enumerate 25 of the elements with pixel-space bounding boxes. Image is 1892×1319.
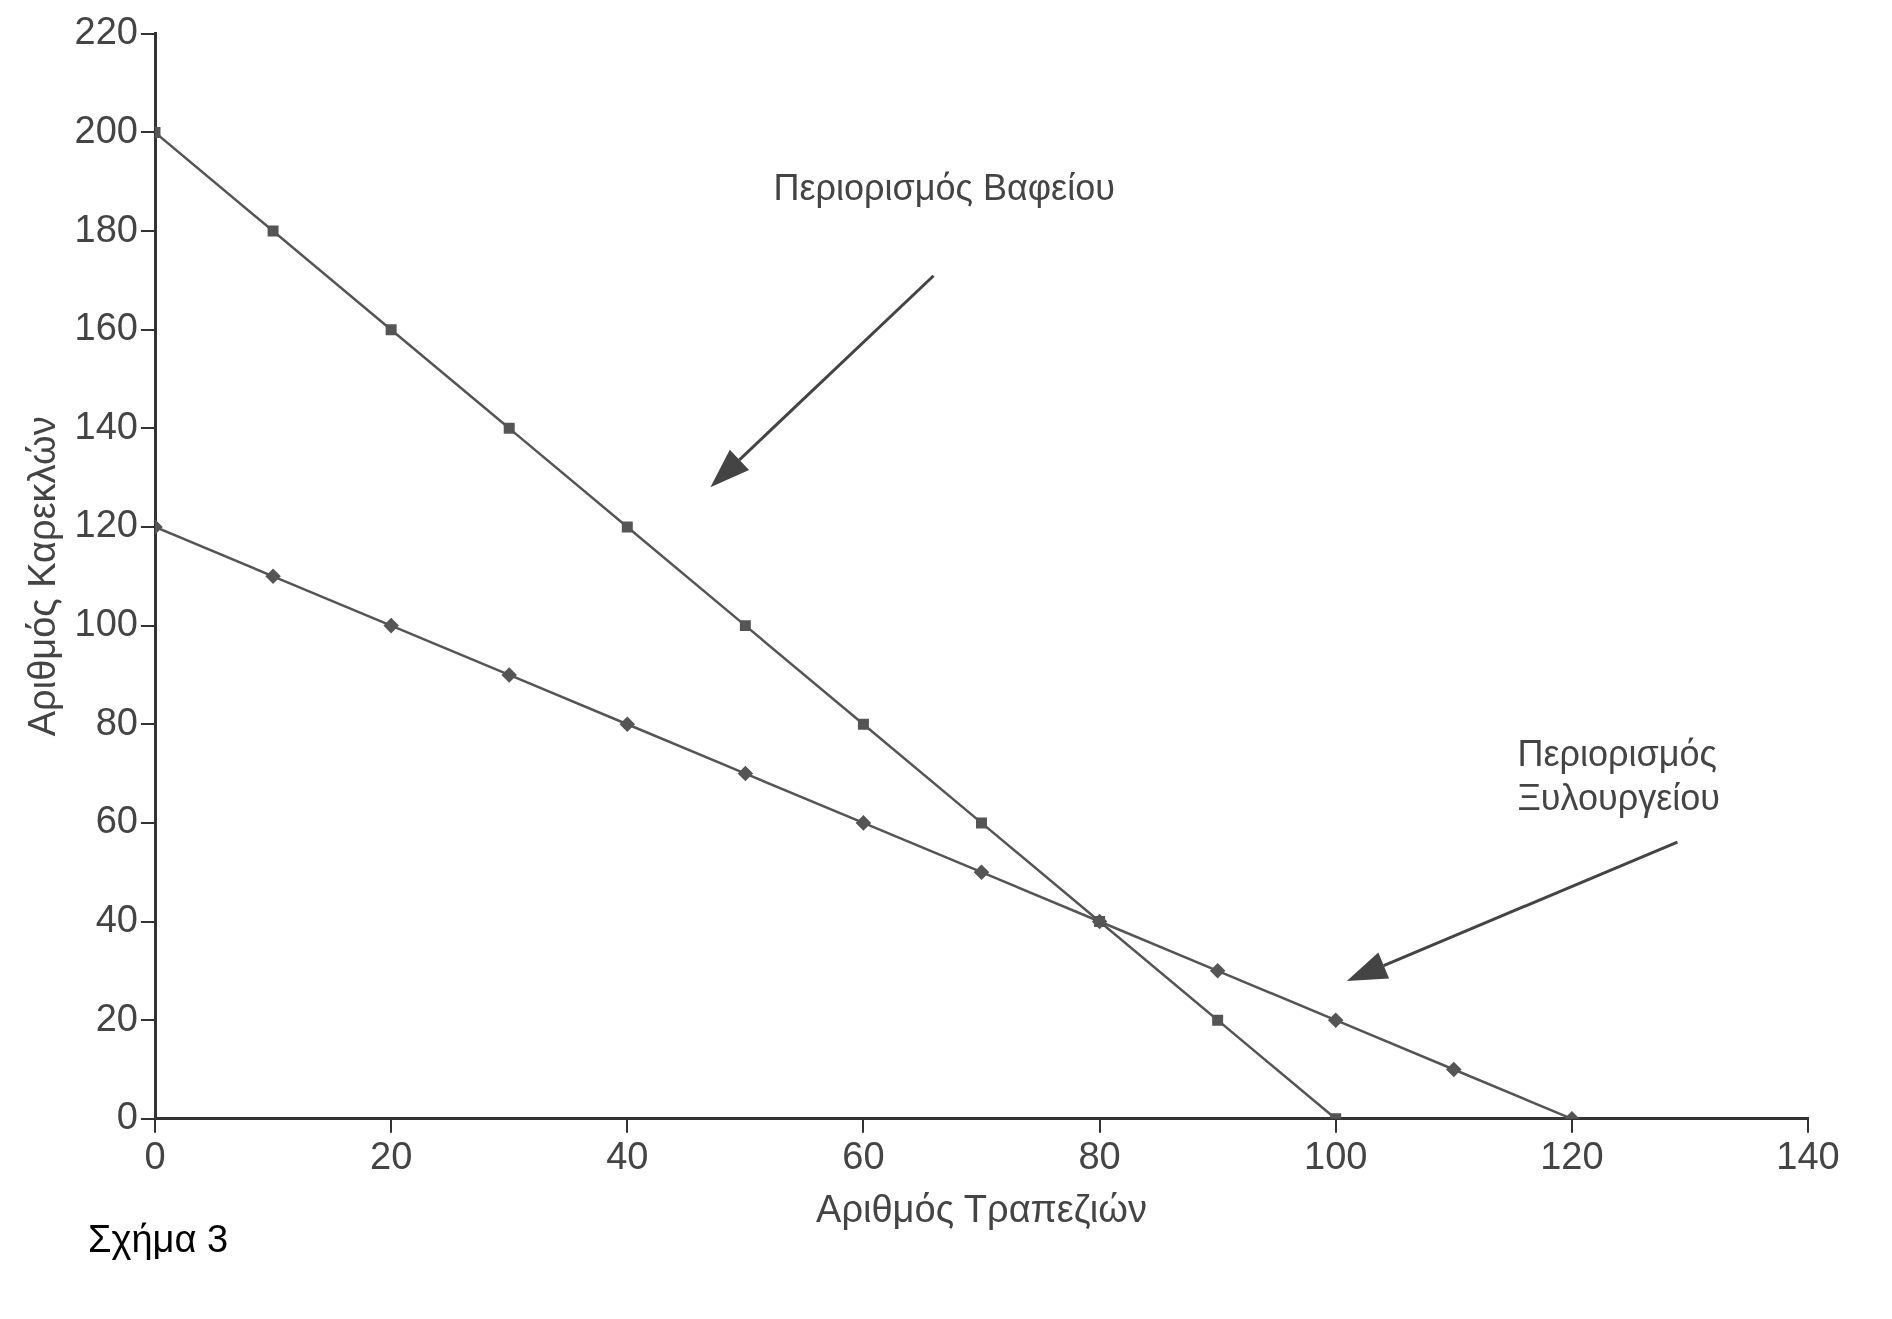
y-tick-label: 100 [74,602,138,645]
y-tick-label: 40 [95,898,138,941]
y-tick-label: 0 [116,1095,138,1138]
y-tick-label: 120 [74,503,138,546]
x-tick-label: 120 [1540,1135,1604,1178]
x-tick-label: 140 [1776,1135,1840,1178]
text: Σχήμα 3 [88,1218,229,1261]
annotation: Περιορισμός Βαφείου [773,165,1116,210]
y-tick-label: 20 [95,996,138,1039]
y-tick-label: 80 [95,700,138,743]
annotation: Περιορισμός Ξυλουργείου [1517,732,1721,821]
x-tick-label: 20 [370,1135,413,1178]
y-tick-label: 160 [74,306,138,349]
y-tick-label: 200 [74,108,138,151]
x-tick-label: 40 [606,1135,649,1178]
y-tick-label: 60 [95,799,138,842]
y-tick-label: 220 [74,10,138,53]
x-tick-label: 0 [144,1135,166,1178]
x-tick-label: 100 [1304,1135,1368,1178]
x-tick-label: 80 [1078,1135,1121,1178]
x-tick-label: 60 [842,1135,885,1178]
x-axis-title: Αριθμός Τραπεζιών [816,1187,1147,1230]
y-tick-label: 180 [74,207,138,250]
y-tick-label: 140 [74,404,138,447]
y-axis-title: Αριθμός Καρεκλών [21,416,64,737]
